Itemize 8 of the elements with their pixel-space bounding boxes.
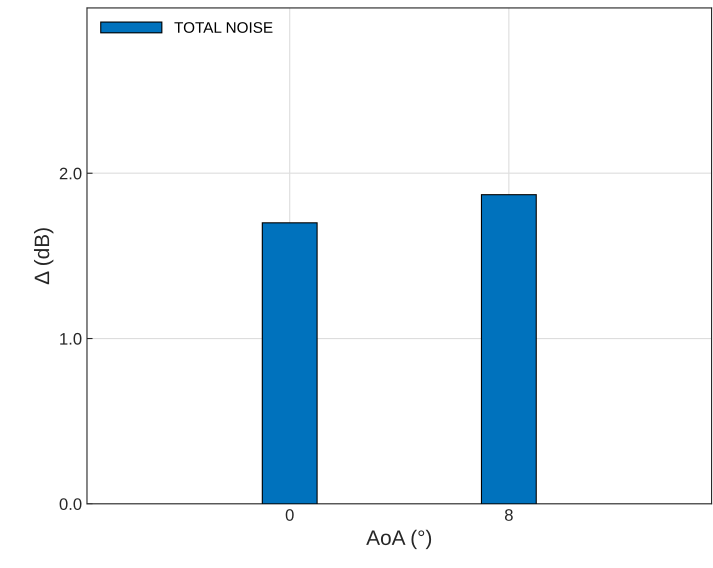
x-tick-label: 0 — [286, 509, 294, 521]
y-tick-label: 1.0 — [60, 332, 82, 345]
x-axis-title: AoA (°) — [366, 530, 432, 550]
x-tick-label: 8 — [504, 509, 513, 521]
legend-label: TOTAL NOISE — [174, 22, 272, 33]
y-tick-label: 0.0 — [60, 498, 82, 510]
y-axis-title: Δ (dB) — [34, 228, 54, 284]
y-tick-label: 2.0 — [60, 168, 82, 180]
